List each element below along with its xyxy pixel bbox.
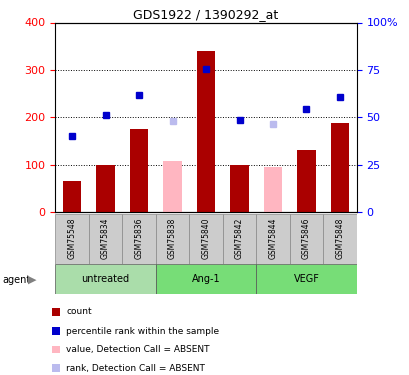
Bar <box>230 165 248 212</box>
Bar <box>55 214 89 264</box>
Text: count: count <box>66 308 92 316</box>
Bar <box>52 327 61 335</box>
Bar <box>52 364 61 372</box>
Text: GSM75836: GSM75836 <box>134 218 143 259</box>
Bar <box>96 165 115 212</box>
Bar <box>222 214 256 264</box>
Bar <box>52 346 61 354</box>
Bar <box>322 214 356 264</box>
Bar <box>289 214 322 264</box>
Bar <box>52 308 61 316</box>
Bar <box>189 214 222 264</box>
Bar <box>89 214 122 264</box>
Bar <box>163 161 181 212</box>
Text: untreated: untreated <box>81 274 129 284</box>
Text: rank, Detection Call = ABSENT: rank, Detection Call = ABSENT <box>66 364 204 373</box>
Text: GSM75842: GSM75842 <box>234 218 243 259</box>
Bar <box>256 264 356 294</box>
Bar <box>63 181 81 212</box>
Text: ▶: ▶ <box>28 275 36 285</box>
Bar <box>256 214 289 264</box>
Title: GDS1922 / 1390292_at: GDS1922 / 1390292_at <box>133 8 278 21</box>
Text: GSM75844: GSM75844 <box>268 218 277 259</box>
Bar <box>122 214 155 264</box>
Text: GSM75846: GSM75846 <box>301 218 310 259</box>
Text: value, Detection Call = ABSENT: value, Detection Call = ABSENT <box>66 345 209 354</box>
Text: percentile rank within the sample: percentile rank within the sample <box>66 327 219 336</box>
Bar <box>330 123 348 212</box>
Text: GSM75840: GSM75840 <box>201 218 210 259</box>
Bar <box>263 167 281 212</box>
Bar <box>155 264 256 294</box>
Bar <box>155 214 189 264</box>
Bar <box>130 129 148 212</box>
Text: Ang-1: Ang-1 <box>191 274 220 284</box>
Text: GSM75548: GSM75548 <box>67 218 76 259</box>
Text: GSM75834: GSM75834 <box>101 218 110 259</box>
Bar <box>55 264 155 294</box>
Bar <box>297 150 315 212</box>
Text: GSM75838: GSM75838 <box>168 218 177 259</box>
Text: GSM75848: GSM75848 <box>335 218 344 259</box>
Text: VEGF: VEGF <box>293 274 319 284</box>
Bar <box>196 51 215 212</box>
Text: agent: agent <box>2 275 30 285</box>
